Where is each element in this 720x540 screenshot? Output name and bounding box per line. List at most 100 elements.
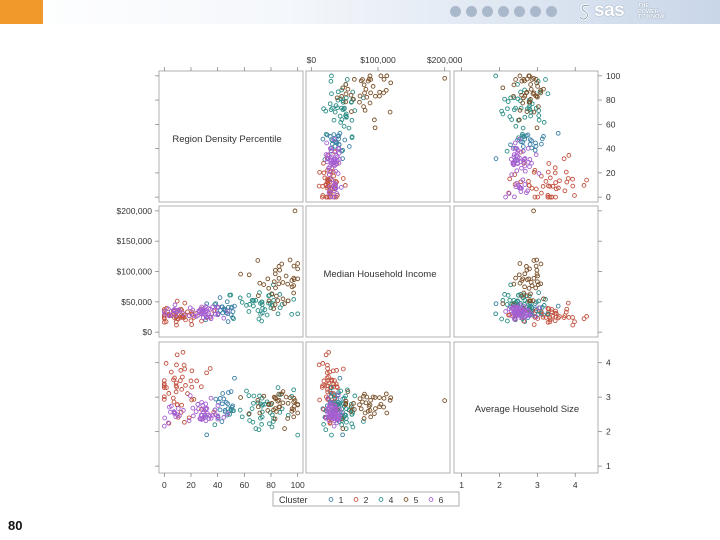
data-point <box>550 183 556 189</box>
data-point <box>547 194 553 200</box>
data-point <box>512 140 518 146</box>
data-point <box>524 109 530 114</box>
data-point <box>255 258 261 263</box>
data-point <box>321 422 326 427</box>
data-point <box>328 78 334 84</box>
data-point <box>339 94 344 99</box>
data-point <box>323 427 329 433</box>
data-point <box>331 391 337 396</box>
data-point <box>325 395 331 401</box>
data-point <box>289 312 295 317</box>
data-point <box>526 159 531 165</box>
data-point <box>348 409 354 414</box>
data-point <box>506 191 512 196</box>
data-point <box>291 290 297 296</box>
data-point <box>343 91 349 97</box>
data-point <box>316 362 322 368</box>
data-point <box>207 306 213 312</box>
data-point <box>505 293 511 298</box>
data-point <box>561 156 567 162</box>
data-point <box>383 391 389 397</box>
data-point <box>519 165 524 171</box>
data-point <box>348 99 354 105</box>
data-point <box>525 132 531 138</box>
data-point <box>515 148 521 153</box>
data-point <box>204 370 209 376</box>
data-point <box>367 100 373 106</box>
data-point <box>378 401 384 407</box>
data-point <box>541 303 547 308</box>
x-top-tick-label: $100,000 <box>360 55 396 65</box>
data-point <box>531 322 537 327</box>
data-point <box>511 94 516 99</box>
data-point <box>342 137 348 143</box>
data-point <box>519 78 525 84</box>
data-point <box>289 408 295 414</box>
data-point <box>328 155 333 161</box>
data-point <box>183 317 188 323</box>
data-point <box>189 368 195 374</box>
data-point <box>280 296 286 302</box>
data-point <box>541 120 547 125</box>
data-point <box>541 312 546 318</box>
data-point <box>581 316 587 322</box>
data-point <box>208 415 214 421</box>
data-point <box>509 172 515 177</box>
data-point <box>388 80 394 86</box>
data-point <box>536 117 542 123</box>
data-point <box>549 309 554 315</box>
data-point <box>535 194 541 200</box>
data-point <box>265 408 271 413</box>
data-point <box>527 298 533 304</box>
header-banner <box>0 0 720 24</box>
data-point <box>547 175 553 181</box>
data-point <box>191 413 196 419</box>
data-point <box>246 309 252 314</box>
data-point <box>181 311 186 316</box>
data-point <box>178 368 184 373</box>
data-point <box>271 282 276 288</box>
data-point <box>225 411 231 417</box>
data-point <box>581 183 587 188</box>
y-right-tick-label: 4 <box>606 358 611 368</box>
data-point <box>372 125 378 131</box>
data-point <box>340 85 346 91</box>
data-point <box>549 307 555 312</box>
data-point <box>219 401 225 407</box>
data-point <box>570 176 575 182</box>
data-point <box>332 395 338 401</box>
data-point <box>545 91 551 97</box>
data-point <box>324 370 330 376</box>
data-point <box>370 84 376 89</box>
data-point <box>269 291 275 297</box>
data-point <box>343 99 349 105</box>
data-point <box>344 77 350 82</box>
data-point <box>280 400 286 406</box>
data-point <box>324 409 330 415</box>
data-point <box>200 315 206 321</box>
data-point <box>520 139 526 145</box>
data-point <box>361 82 367 88</box>
data-point <box>173 313 179 318</box>
data-point <box>319 194 325 200</box>
data-point <box>322 383 328 388</box>
data-point <box>332 413 338 419</box>
data-point <box>500 301 506 306</box>
data-point <box>351 77 357 82</box>
data-point <box>538 281 544 287</box>
data-point <box>346 144 352 149</box>
data-point <box>285 298 291 304</box>
data-point <box>536 282 541 287</box>
data-point <box>340 176 346 181</box>
data-point <box>186 418 192 423</box>
data-point <box>272 302 278 307</box>
data-point <box>325 378 331 383</box>
data-point <box>533 308 539 314</box>
header-accent-block <box>0 0 43 24</box>
y-left-tick-label: $200,000 <box>117 206 153 216</box>
data-point <box>368 90 373 96</box>
page-number: 80 <box>8 518 23 533</box>
data-point <box>259 409 265 415</box>
data-point <box>514 313 520 318</box>
legend-marker <box>353 497 359 502</box>
